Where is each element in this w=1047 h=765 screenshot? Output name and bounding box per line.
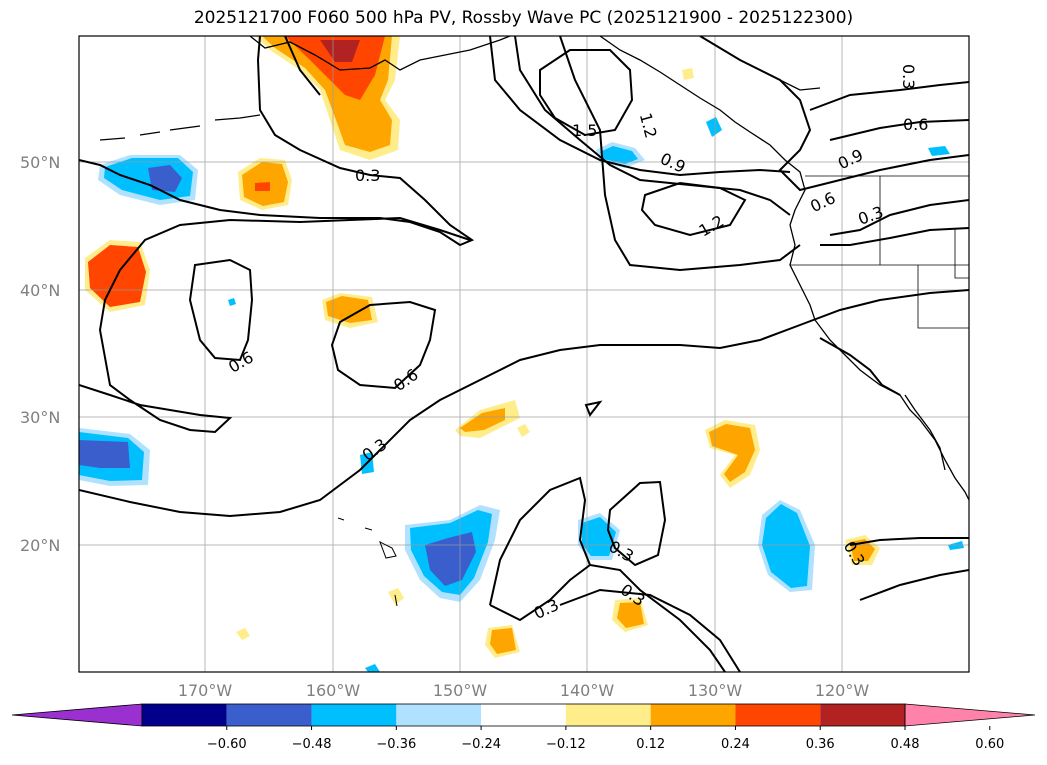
coastline-bc xyxy=(599,36,806,226)
colorbar-segment xyxy=(396,704,482,726)
contour-0.3-south-4 xyxy=(559,588,741,672)
islands xyxy=(337,517,398,607)
colorbar-segment xyxy=(565,704,651,726)
latitude-labels: 50°N 40°N 30°N 20°N xyxy=(20,153,60,555)
colorbar-frame xyxy=(141,703,906,727)
lon-label-160w: 160°W xyxy=(306,681,361,700)
contour-0.6-loop-2 xyxy=(330,300,437,390)
colorbar-tick-label: −0.36 xyxy=(376,737,416,752)
rossby-wave-contours xyxy=(79,36,969,672)
lat-label-50n: 50°N xyxy=(20,153,60,172)
contour-label: 1.5 xyxy=(572,121,597,140)
contour-0.6-small-loop xyxy=(188,258,254,362)
colorbar-tick-label: 0.60 xyxy=(975,737,1004,752)
lon-label-120w: 120°W xyxy=(815,681,870,700)
colorbar-segment xyxy=(226,704,312,726)
contour-1.5 xyxy=(539,49,634,137)
colorbar-extend-low xyxy=(11,703,143,727)
colorbar-tick-label: 0.12 xyxy=(636,737,665,752)
colorbar-segment xyxy=(820,704,905,726)
contour-0.3-south-3 xyxy=(606,480,667,567)
coastline-alaska xyxy=(249,36,511,71)
contour-0.3-south-2 xyxy=(489,564,591,622)
contour-label: 0.3 xyxy=(899,64,918,89)
plot-area xyxy=(79,36,969,672)
contour-0.9-main xyxy=(514,36,791,216)
contour-0.6-west xyxy=(79,216,471,434)
contour-0.6-ne-2 xyxy=(829,119,969,141)
contour-0.3-central xyxy=(79,289,969,518)
colorbar-tick-label: 0.24 xyxy=(721,737,750,752)
contour-0.9-ne xyxy=(809,81,969,111)
colorbar-tick-label: −0.60 xyxy=(207,737,247,752)
colorbar-tick-label: −0.12 xyxy=(546,737,586,752)
lon-label-170w: 170°W xyxy=(178,681,233,700)
contour-0.3-ne xyxy=(829,199,969,236)
colorbar-tick-label: 0.36 xyxy=(806,737,835,752)
colorbar-tick-label: −0.48 xyxy=(292,737,332,752)
lat-label-40n: 40°N xyxy=(20,281,60,300)
colorbar-extend-high xyxy=(904,703,1036,727)
colorbar-segment xyxy=(311,704,397,726)
lon-label-150w: 150°W xyxy=(433,681,488,700)
colorbar-segment xyxy=(481,704,566,726)
colorbar: −0.60 −0.48 −0.36 −0.24 −0.12 0.12 0.24 0.36 0.4… xyxy=(11,703,1036,752)
contour-label: 0.3 xyxy=(355,166,380,185)
longitude-labels: 170°W 160°W 150°W 140°W 130°W 120°W xyxy=(178,681,870,700)
contour-1.2-inner xyxy=(640,181,747,237)
plot-frame xyxy=(78,35,970,673)
pv-anomaly-fills xyxy=(79,36,964,672)
lat-label-30n: 30°N xyxy=(20,408,60,427)
colorbar-segment xyxy=(735,704,821,726)
colorbar-tick-label: 0.48 xyxy=(891,737,920,752)
map-title: 2025121700 F060 500 hPa PV, Rossby Wave … xyxy=(193,8,854,28)
contour-0.3-east xyxy=(819,337,901,396)
contour-0.9-alaska xyxy=(284,36,321,96)
lat-label-20n: 20°N xyxy=(20,536,60,555)
colorbar-segment xyxy=(650,704,736,726)
lon-label-140w: 140°W xyxy=(560,681,615,700)
contour-0.3-se xyxy=(849,537,969,546)
contour-0.9-east xyxy=(559,36,801,272)
contour-0.3-south-1 xyxy=(489,476,726,672)
contour-1.2-north xyxy=(489,36,791,177)
coastlines xyxy=(99,36,969,501)
contour-0.6-ne xyxy=(699,36,969,192)
colorbar-segment xyxy=(142,704,227,726)
lon-label-130w: 130°W xyxy=(688,681,743,700)
contour-0.3-north xyxy=(79,36,475,247)
colorbar-tick-label: −0.24 xyxy=(461,737,501,752)
coastline-west-coast xyxy=(789,224,969,501)
contour-label: 0.6 xyxy=(903,115,928,134)
